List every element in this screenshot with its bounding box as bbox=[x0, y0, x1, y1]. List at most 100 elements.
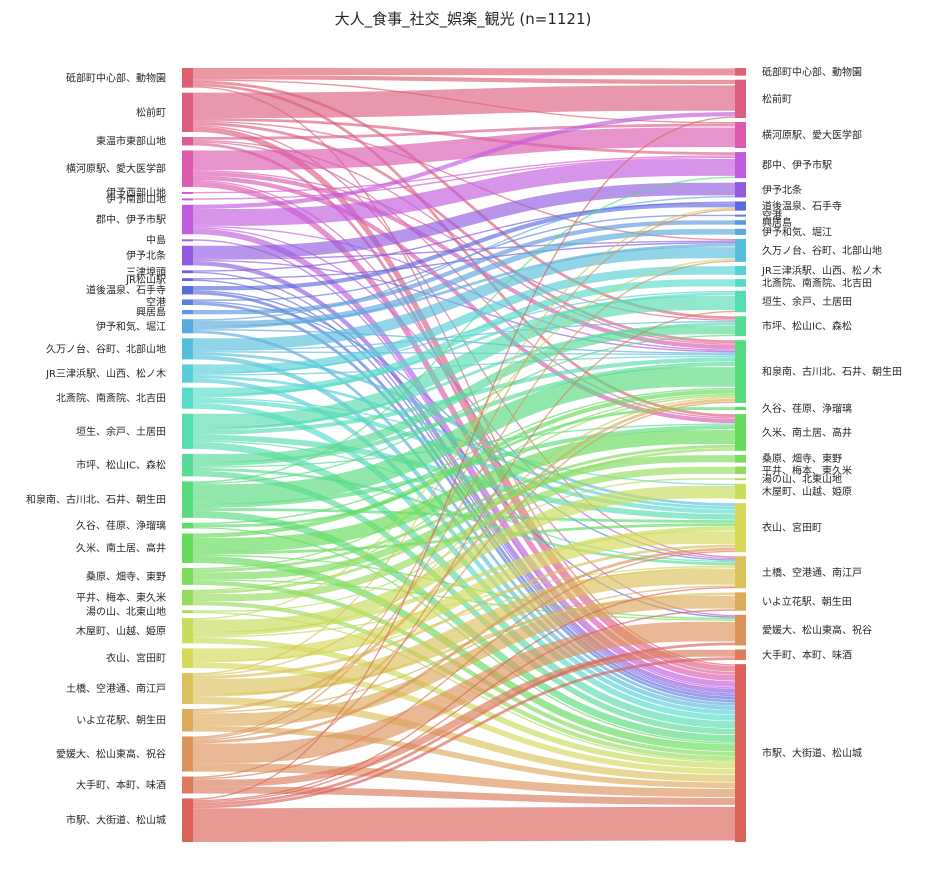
target-node bbox=[735, 182, 746, 198]
flow-link bbox=[192, 116, 736, 800]
source-node bbox=[182, 413, 193, 449]
flow-link bbox=[192, 763, 736, 798]
target-node-label: 松前町 bbox=[762, 92, 792, 105]
flow-link bbox=[193, 466, 735, 602]
flow-link bbox=[193, 266, 735, 373]
target-node-label: 北斎院、南斎院、北吉田 bbox=[762, 276, 872, 289]
target-node bbox=[735, 228, 746, 235]
flow-link bbox=[192, 258, 736, 620]
flow-link bbox=[192, 550, 736, 780]
target-node bbox=[735, 279, 746, 287]
flow-link bbox=[193, 247, 735, 350]
flow-link bbox=[192, 207, 736, 675]
flows-group bbox=[192, 68, 736, 843]
flow-link bbox=[192, 242, 736, 280]
flow-link bbox=[193, 569, 735, 695]
source-node-label: 和泉南、古川北、石井、朝生田 bbox=[26, 493, 166, 506]
target-node-label: 郡中、伊予市駅 bbox=[762, 159, 832, 172]
flow-link bbox=[192, 401, 736, 741]
source-node-label: 衣山、宮田町 bbox=[106, 652, 166, 665]
flow-link bbox=[192, 447, 736, 595]
source-node bbox=[182, 204, 193, 235]
flow-link bbox=[192, 302, 736, 703]
flow-link bbox=[193, 430, 735, 552]
source-node bbox=[182, 736, 193, 772]
source-node-label: 伊予南部山地 bbox=[106, 193, 166, 206]
source-node-label: 松前町 bbox=[136, 106, 166, 119]
flow-link bbox=[192, 396, 736, 676]
flow-link bbox=[192, 155, 736, 194]
flow-link bbox=[193, 127, 735, 171]
target-node bbox=[735, 290, 746, 313]
flow-link bbox=[193, 596, 735, 726]
target-node-label: 市坪、松山IC、森松 bbox=[762, 320, 852, 333]
target-node bbox=[735, 152, 746, 179]
flow-link bbox=[192, 601, 736, 761]
flow-link bbox=[192, 586, 736, 802]
source-node-label: 伊予和気、堀江 bbox=[96, 320, 166, 333]
source-node-label: 中島 bbox=[146, 233, 166, 246]
target-node bbox=[735, 68, 746, 76]
target-node bbox=[735, 466, 746, 475]
flow-link bbox=[192, 176, 736, 483]
source-node bbox=[182, 285, 193, 295]
target-node bbox=[735, 649, 746, 661]
source-node bbox=[182, 708, 193, 732]
target-node bbox=[735, 220, 746, 225]
target-node-label: 空港 bbox=[762, 209, 782, 222]
flow-link bbox=[192, 361, 736, 467]
source-node bbox=[182, 673, 193, 704]
flow-link bbox=[192, 609, 736, 803]
target-node bbox=[735, 340, 746, 404]
target-node bbox=[735, 316, 746, 337]
flow-link bbox=[192, 642, 736, 806]
flow-link bbox=[192, 398, 736, 712]
source-node bbox=[182, 278, 193, 281]
source-node bbox=[182, 92, 193, 133]
labels-group: 砥部町中心部、動物園砥部町中心部、動物園松前町松前町東温市東部山地横河原駅、愛大… bbox=[26, 65, 902, 826]
flow-link bbox=[192, 123, 736, 140]
flow-link bbox=[193, 806, 735, 843]
source-node-label: 横河原駅、愛大医学部 bbox=[66, 162, 166, 175]
flow-link bbox=[193, 203, 735, 291]
flow-link bbox=[192, 434, 736, 520]
flow-link bbox=[192, 585, 736, 714]
target-node-label: 興居島 bbox=[762, 216, 792, 229]
source-node bbox=[182, 610, 193, 614]
flow-link bbox=[193, 182, 735, 259]
flow-link bbox=[192, 547, 736, 744]
source-node-label: 桑原、畑寺、東野 bbox=[86, 570, 166, 583]
flow-link bbox=[193, 649, 735, 787]
target-node-label: 市駅、大街道、松山城 bbox=[762, 747, 862, 760]
source-node-label: 市駅、大街道、松山城 bbox=[66, 814, 166, 827]
flow-link bbox=[192, 444, 736, 573]
flow-link bbox=[193, 296, 735, 428]
source-node bbox=[182, 270, 193, 274]
source-node bbox=[182, 364, 193, 383]
source-node bbox=[182, 198, 193, 201]
source-node bbox=[182, 453, 193, 477]
target-node bbox=[735, 478, 746, 481]
source-node-label: 市坪、松山IC、森松 bbox=[76, 459, 166, 472]
source-node bbox=[182, 150, 193, 187]
target-node-label: 和泉南、古川北、石井、朝生田 bbox=[762, 365, 902, 378]
source-node bbox=[182, 68, 193, 88]
target-node-label: 久谷、荏原、浄瑠璃 bbox=[762, 402, 852, 415]
chart-title: 大人_食事_社交_娯楽_観光 (n=1121) bbox=[335, 10, 592, 29]
flow-link bbox=[192, 350, 736, 356]
target-node bbox=[735, 238, 746, 262]
source-node bbox=[182, 648, 193, 669]
target-node bbox=[735, 503, 746, 553]
flow-link bbox=[192, 75, 736, 85]
source-node-label: 伊予北条 bbox=[126, 249, 166, 262]
flow-link bbox=[193, 455, 735, 580]
flow-link bbox=[193, 367, 735, 504]
flow-link bbox=[193, 485, 735, 633]
source-node-label: 久米、南土居、高井 bbox=[76, 542, 166, 555]
target-node-label: 土橋、空港通、南江戸 bbox=[762, 566, 862, 579]
flow-link bbox=[192, 260, 736, 740]
target-node-label: 垣生、余戸、土居田 bbox=[762, 295, 852, 308]
source-node-label: 久谷、荏原、浄瑠璃 bbox=[76, 519, 166, 532]
source-node-label: 湯の山、北東山地 bbox=[86, 605, 166, 618]
